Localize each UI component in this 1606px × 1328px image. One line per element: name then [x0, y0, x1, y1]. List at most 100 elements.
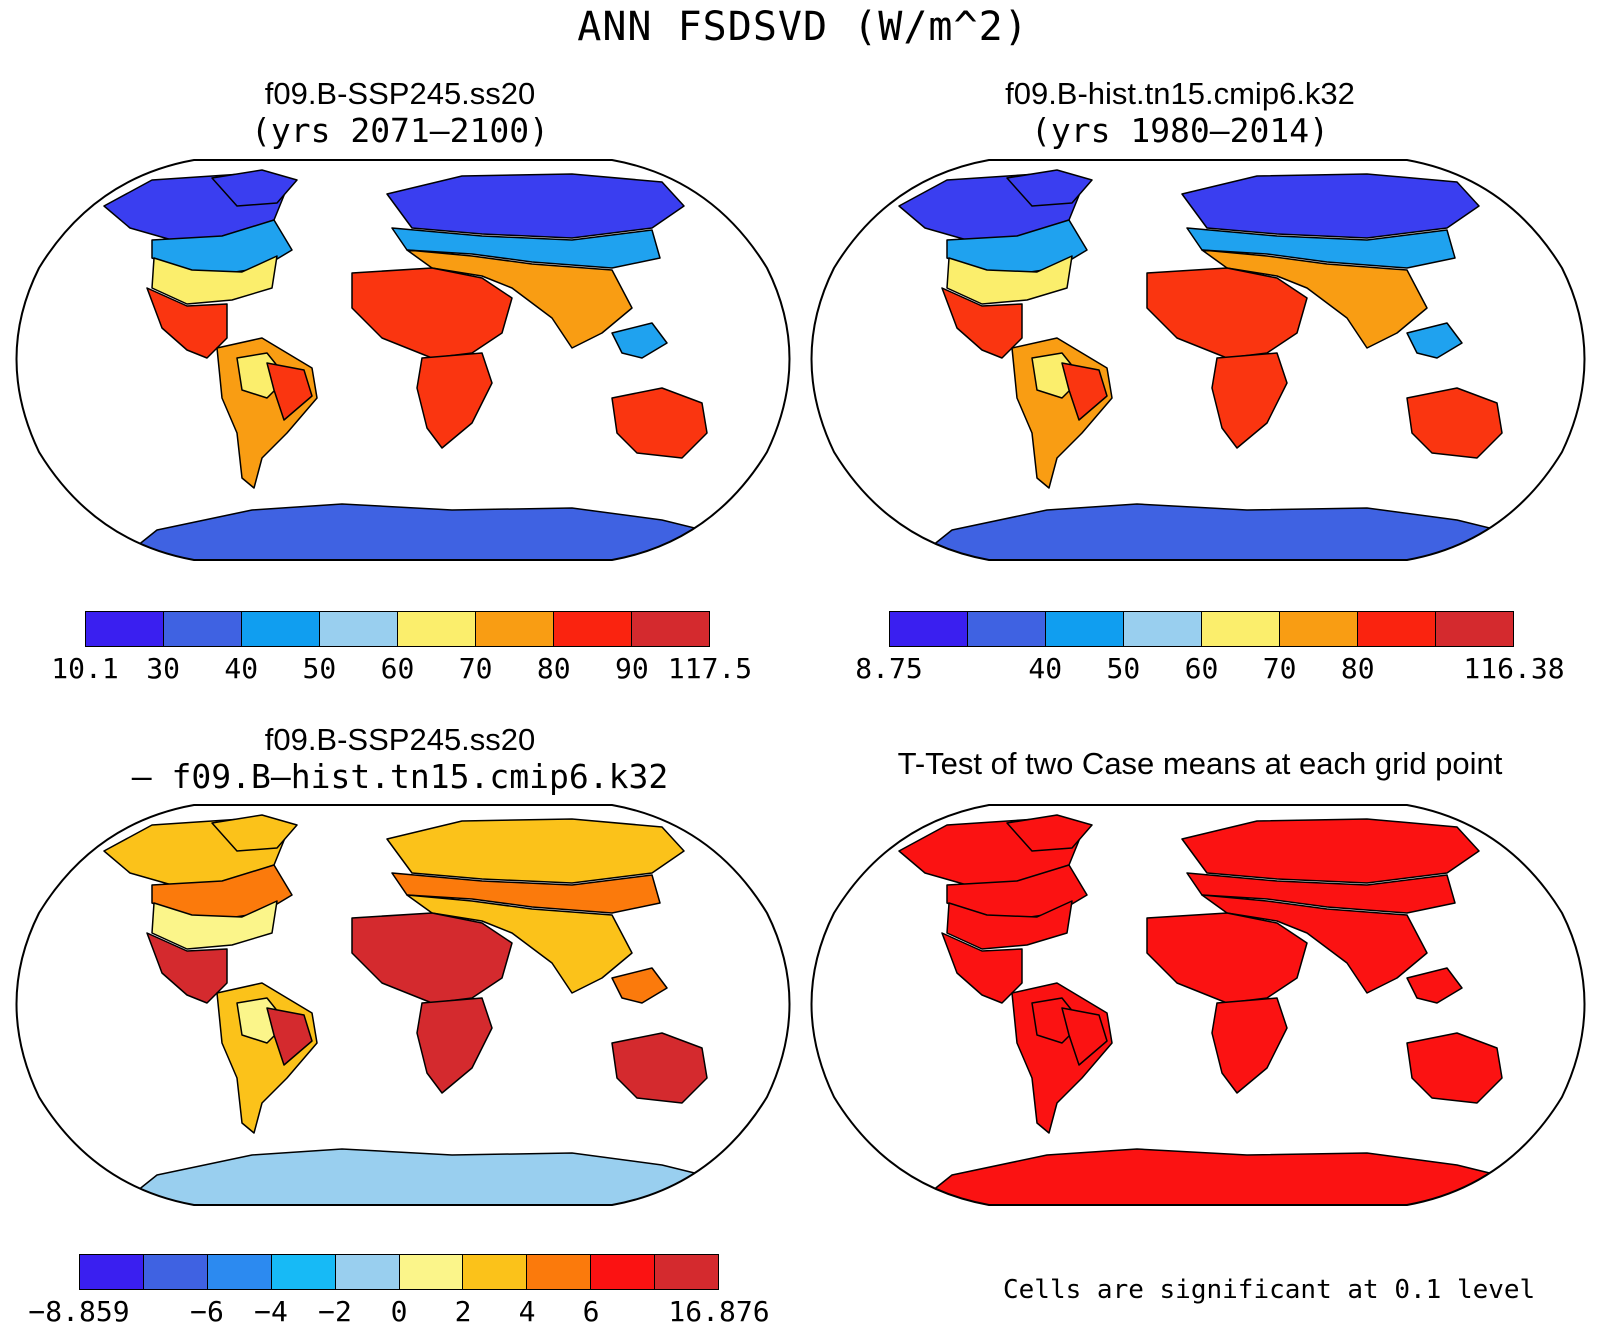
colorbar-swatch [1124, 612, 1202, 646]
land-region [406, 249, 633, 349]
colorbar-swatch [1436, 612, 1513, 646]
panel-tl-subtitle: (yrs 2071–2100) [250, 111, 549, 150]
land-region [1146, 912, 1308, 1004]
colorbar-tick-label: 4 [518, 1295, 536, 1328]
colorbar-tick-label: 50 [1106, 652, 1141, 685]
land-region [1406, 1032, 1503, 1104]
colorbar-swatch [143, 1255, 208, 1289]
colorbar-swatch [320, 612, 398, 646]
land-region [611, 387, 708, 459]
land-region [266, 362, 313, 421]
colorbar-swatch [463, 1255, 528, 1289]
map-panel-difference [15, 804, 791, 1206]
land-region [1146, 267, 1308, 359]
map-border [810, 804, 1586, 1206]
panel-bl-subtitle: – f09.B–hist.tn15.cmip6.k32 [131, 757, 669, 796]
colorbar-tick-label: −6 [190, 1295, 224, 1328]
land-region [266, 1007, 313, 1066]
colorbar-tick-label: 16.876 [668, 1295, 770, 1328]
land-region [151, 255, 278, 305]
land-region [1061, 1007, 1108, 1066]
land-region [1181, 818, 1480, 884]
colorbar-swatch [591, 1255, 656, 1289]
land-region [211, 169, 298, 207]
panel-tr-heading: f09.B-hist.tn15.cmip6.k32 (yrs 1980–2014… [870, 76, 1490, 150]
colorbar-swatch [271, 1255, 336, 1289]
colorbar-swatch [399, 1255, 464, 1289]
map-panel-ssp245 [15, 159, 791, 561]
colorbar-tick-label: 40 [224, 652, 259, 685]
panel-tl-heading: f09.B-SSP245.ss20 (yrs 2071–2100) [90, 76, 710, 150]
map-border [810, 159, 1586, 561]
panel-br-title: T-Test of two Case means at each grid po… [897, 746, 1503, 781]
panel-bl-title: f09.B-SSP245.ss20 [264, 722, 536, 757]
panel-tl-title: f09.B-SSP245.ss20 [264, 76, 536, 111]
colorbar-swatch [207, 1255, 272, 1289]
land-region [946, 255, 1073, 305]
land-region [151, 900, 278, 950]
colorbar-tick-label: 8.75 [855, 652, 923, 685]
colorbar-tick-label: 90 [615, 652, 649, 685]
land-region [391, 227, 661, 269]
land-region [1186, 872, 1456, 914]
colorbar-tick-label: 6 [582, 1295, 600, 1328]
land-region [386, 818, 685, 884]
land-region [1211, 352, 1288, 449]
land-region [1406, 387, 1503, 459]
land-region [1061, 362, 1108, 421]
colorbar-tick-label: 116.38 [1463, 652, 1565, 685]
land-region [1006, 814, 1093, 852]
colorbar-swatch [476, 612, 554, 646]
colorbar-swatch [398, 612, 476, 646]
land-region [611, 967, 668, 1004]
colorbar-tick-label: 30 [146, 652, 180, 685]
colorbar-swatch [554, 612, 632, 646]
land-region [391, 872, 661, 914]
colorbar-swatch [242, 612, 320, 646]
colorbar-tick-label: 117.5 [667, 652, 753, 685]
land-region [1181, 173, 1480, 239]
land-region [416, 997, 493, 1094]
colorbar-tick-label: −2 [318, 1295, 352, 1328]
colorbar-tick-label: −4 [254, 1295, 288, 1328]
land-region [211, 814, 298, 852]
colorbar-tick-label: −8.859 [28, 1295, 130, 1328]
figure-title: ANN FSDSVD (W/m^2) [577, 4, 1029, 50]
colorbar-tick-label: 80 [536, 652, 571, 685]
land-region [351, 267, 513, 359]
map-border [15, 804, 791, 1206]
colorbar-tick-label: 70 [458, 652, 493, 685]
colorbar-swatch [86, 612, 164, 646]
colorbar-tick-label: 10.1 [51, 652, 119, 685]
colorbar-swatch [335, 1255, 400, 1289]
map-panel-ttest [810, 804, 1586, 1206]
colorbar-swatch [1202, 612, 1280, 646]
colorbar-swatch [655, 1255, 719, 1289]
colorbar-swatch [1358, 612, 1436, 646]
colorbar-tick-label: 50 [302, 652, 337, 685]
colorbar-swatch [968, 612, 1046, 646]
colorbar-difference-labels: −8.859 −6 −4 −2 0 2 4 6 16.876 [28, 1295, 769, 1328]
colorbar-ssp245-labels: 10.1 30 40 50 60 70 80 90 117.5 [51, 652, 752, 686]
land-region [1186, 227, 1456, 269]
land-region [1201, 249, 1428, 349]
colorbar-tick-label: 60 [1184, 652, 1219, 685]
colorbar-swatch [890, 612, 968, 646]
colorbar-tick-label: 0 [390, 1295, 408, 1328]
colorbar-swatch [1280, 612, 1358, 646]
colorbar-tick-label: 80 [1340, 652, 1375, 685]
significance-note: Cells are significant at 0.1 level [1003, 1275, 1536, 1305]
colorbar-hist [889, 611, 1514, 647]
colorbar-tick-label: 60 [380, 652, 415, 685]
colorbar-swatch [1046, 612, 1124, 646]
land-region [946, 900, 1073, 950]
land-region [351, 912, 513, 1004]
land-region [416, 352, 493, 449]
map-border [15, 159, 791, 561]
land-region [611, 1032, 708, 1104]
colorbar-ssp245 [85, 611, 710, 647]
land-region [1406, 967, 1463, 1004]
land-region [386, 173, 685, 239]
colorbar-swatch [527, 1255, 592, 1289]
panel-tr-title: f09.B-hist.tn15.cmip6.k32 [1005, 76, 1355, 111]
